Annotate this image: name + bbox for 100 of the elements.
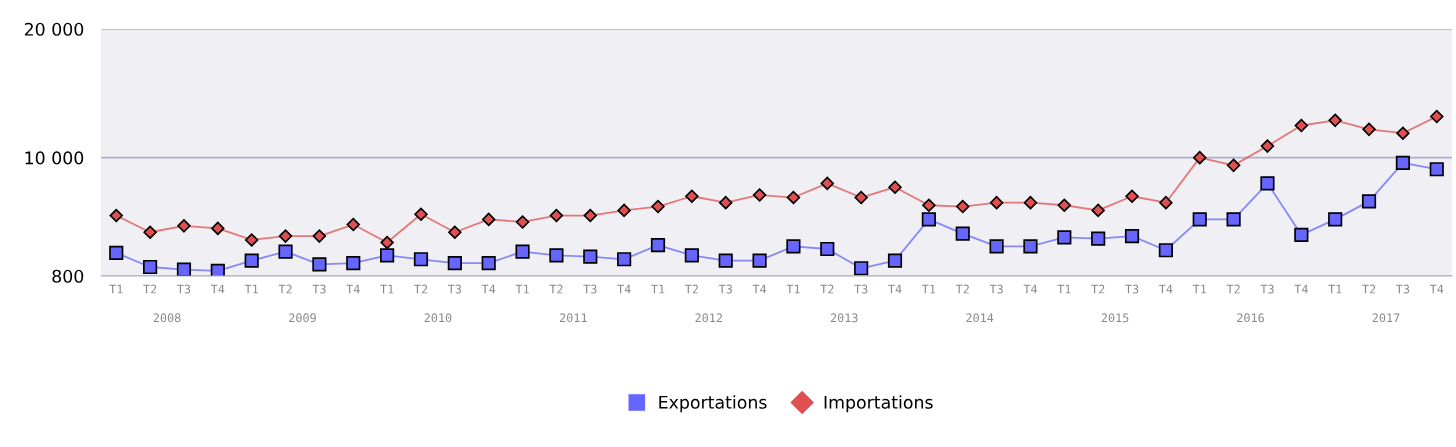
point	[956, 199, 970, 214]
point	[1091, 231, 1106, 246]
point	[1091, 203, 1105, 218]
point	[752, 253, 767, 268]
x-tick-label: T3	[448, 284, 462, 294]
point	[820, 176, 835, 191]
x-tick-label: T4	[346, 284, 360, 294]
point	[1294, 227, 1309, 242]
point	[481, 256, 496, 271]
x-tick-label: T2	[549, 284, 563, 294]
point	[1159, 195, 1173, 210]
x-tick-label: T2	[685, 284, 698, 294]
point	[312, 257, 327, 272]
point	[617, 252, 632, 267]
x-tick-label: T3	[1396, 284, 1410, 294]
point	[1362, 122, 1376, 137]
point	[278, 229, 293, 243]
point	[650, 238, 666, 253]
point	[1395, 155, 1410, 170]
legend-label: Exportations	[659, 395, 767, 413]
point	[685, 189, 699, 203]
point	[1260, 176, 1275, 191]
point	[109, 208, 123, 223]
point	[1226, 158, 1241, 173]
point	[1023, 195, 1038, 210]
text: 2016	[1237, 313, 1264, 323]
x-tick-label: T2	[143, 284, 157, 294]
point	[989, 195, 1004, 210]
x-tick-label: T1	[1328, 284, 1342, 294]
y-tick-label: 10 000	[25, 151, 84, 165]
point	[1158, 243, 1173, 258]
x-tick-label: T1	[651, 284, 665, 294]
x-tick-label: T3	[312, 284, 326, 294]
x-tick-label: T3	[718, 284, 732, 294]
point	[1023, 239, 1038, 254]
x-tick-label: T4	[481, 284, 496, 294]
point	[414, 207, 428, 221]
point	[143, 259, 158, 275]
point	[1125, 189, 1139, 203]
point	[549, 208, 564, 223]
point	[210, 263, 225, 276]
x-tick-label: T2	[278, 284, 292, 294]
x-tick-label: T4	[1429, 284, 1444, 294]
x-tick-label: T3	[177, 284, 191, 294]
point	[1226, 212, 1241, 227]
x-tick-label: T2	[955, 284, 969, 294]
x-tick-label: T2	[414, 284, 428, 294]
x-tick-label: T2	[1091, 284, 1105, 294]
x-tick-label: T2	[1362, 284, 1376, 294]
point	[515, 215, 530, 229]
point	[1057, 198, 1072, 212]
text: 2015	[1101, 313, 1129, 323]
x-tick-label: T1	[109, 284, 123, 294]
text: 2014	[966, 313, 994, 323]
point	[109, 245, 124, 260]
x-tick-label: T3	[583, 284, 597, 294]
point	[515, 244, 530, 259]
point	[651, 199, 665, 214]
text: 2008	[153, 313, 181, 323]
point	[1294, 118, 1309, 133]
point	[448, 225, 462, 239]
point	[1193, 150, 1207, 165]
point	[718, 195, 733, 210]
point	[1396, 126, 1410, 140]
point	[1124, 229, 1140, 244]
legend-label: Importations	[824, 395, 933, 413]
point	[380, 235, 394, 250]
x-tick-label: T2	[1226, 284, 1240, 294]
x-tick-label: T3	[989, 284, 1003, 294]
text: 2013	[830, 313, 858, 323]
point	[346, 217, 360, 232]
x-tick-label: T2	[820, 284, 834, 294]
point	[820, 241, 835, 257]
text: 2012	[695, 313, 722, 323]
y-tick-label: 20 000	[24, 22, 84, 36]
x-tick-label: T4	[1294, 284, 1308, 294]
point	[583, 208, 597, 223]
point	[1429, 162, 1444, 177]
point	[1260, 139, 1275, 153]
point	[617, 203, 631, 218]
point	[1328, 212, 1343, 227]
point	[346, 256, 361, 271]
x-tick-label: T3	[1260, 284, 1274, 294]
x-tick-label: T1	[244, 284, 258, 294]
x-tick-label: T4	[617, 284, 631, 294]
x-tick-label: T1	[922, 284, 936, 294]
point	[413, 252, 429, 267]
point	[684, 248, 699, 263]
point	[549, 248, 564, 263]
point	[1430, 109, 1444, 124]
point	[1192, 212, 1207, 227]
x-tick-label: T1	[515, 284, 529, 294]
point	[786, 239, 801, 254]
point	[244, 253, 259, 268]
point	[143, 225, 157, 239]
point	[1057, 230, 1072, 245]
point	[786, 190, 801, 205]
point	[922, 198, 936, 212]
x-tick-label: T1	[380, 284, 394, 294]
x-tick-label: T4	[1159, 284, 1173, 294]
